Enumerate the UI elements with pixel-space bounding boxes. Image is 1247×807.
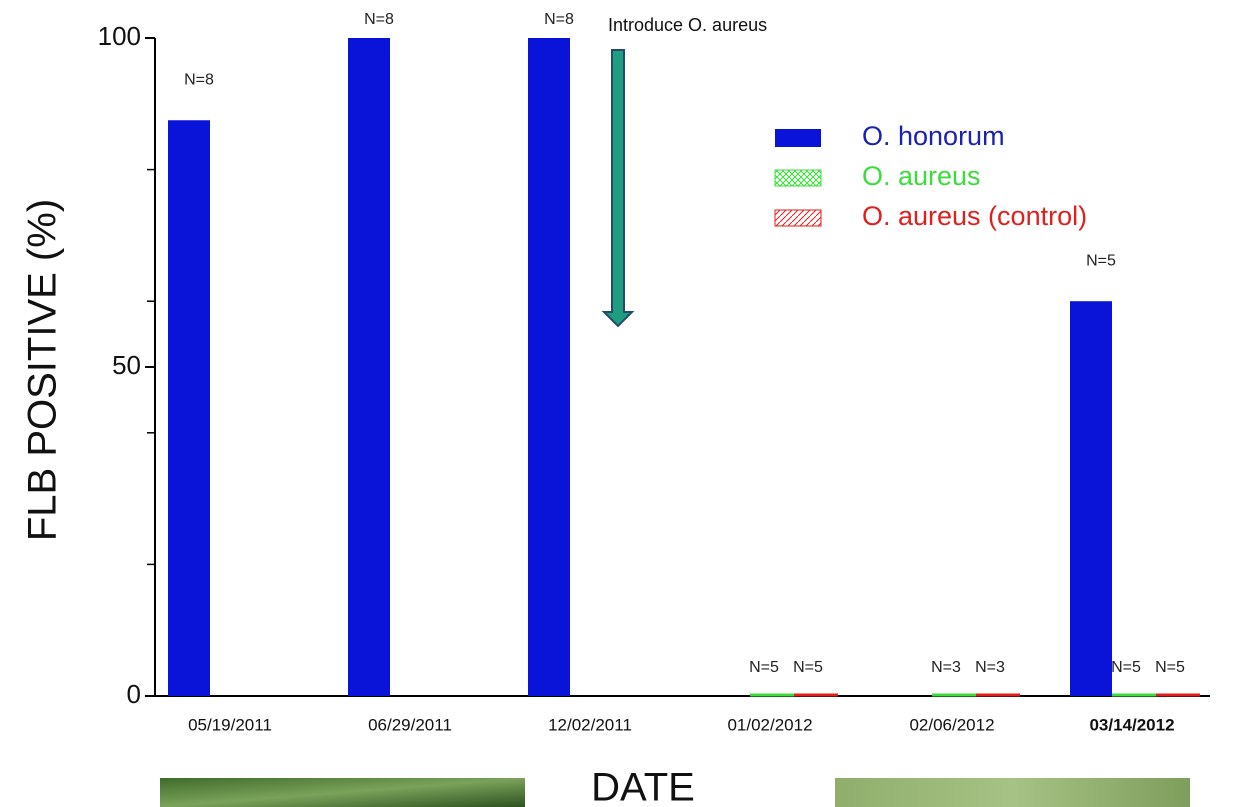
bar: [528, 38, 570, 696]
x-tick-label: 12/02/2011: [548, 715, 632, 734]
annotation: Introduce O. aureus: [608, 15, 767, 35]
x-tick-label: 02/06/2012: [909, 715, 994, 734]
bar: [1070, 301, 1112, 696]
photo: [835, 778, 1190, 807]
legend-swatch: [774, 209, 822, 227]
y-tick-label: 50: [112, 350, 141, 380]
bar: [168, 120, 210, 696]
bar: [348, 38, 390, 696]
x-tick-label: 06/29/2011: [368, 715, 452, 734]
legend-swatch: [775, 129, 821, 147]
bar-label: N=5: [749, 659, 779, 676]
bar-label: N=5: [793, 659, 823, 676]
y-tick-label: 100: [98, 21, 141, 51]
legend-label: O. aureus: [862, 161, 981, 191]
legend-swatch: [774, 169, 822, 187]
bar-label: N=8: [364, 11, 394, 28]
bar-label: N=8: [184, 71, 214, 88]
y-tick-label: 0: [127, 679, 141, 709]
bar-label: N=5: [1155, 659, 1185, 676]
legend-label: O. honorum: [862, 121, 1005, 151]
legend-label: O. aureus (control): [862, 201, 1087, 231]
bar-label: N=3: [931, 659, 961, 676]
x-tick-label: 05/19/2011: [188, 715, 272, 734]
bar-label: N=3: [975, 659, 1005, 676]
x-tick-label: 01/02/2012: [727, 715, 812, 734]
x-axis-label: DATE: [591, 766, 695, 807]
arrow: [601, 49, 635, 328]
x-tick-label: 03/14/2012: [1089, 715, 1174, 734]
bar-label: N=5: [1111, 659, 1141, 676]
bar-label: N=8: [544, 11, 574, 28]
y-axis-label: FLB POSITIVE (%): [21, 199, 65, 541]
photo: [160, 778, 525, 807]
bar-label: N=5: [1086, 252, 1116, 269]
